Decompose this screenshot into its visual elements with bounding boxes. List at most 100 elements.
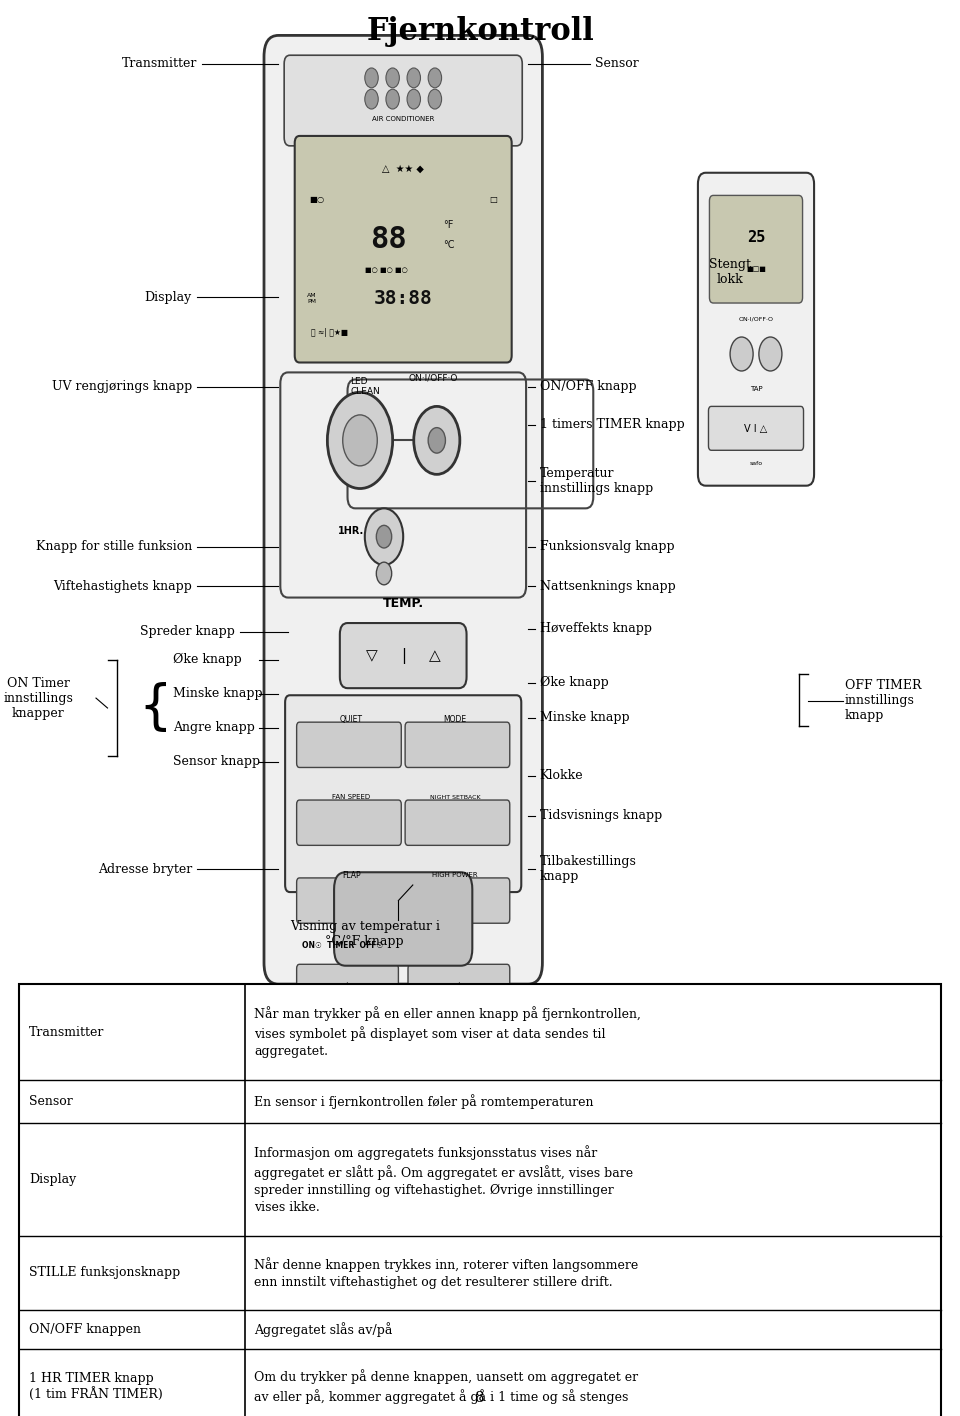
Text: 88: 88 bbox=[371, 225, 407, 253]
Circle shape bbox=[365, 89, 378, 109]
Text: °F: °F bbox=[444, 219, 454, 231]
Text: Viftehastighets knapp: Viftehastighets knapp bbox=[53, 579, 192, 593]
Text: |: | bbox=[400, 647, 406, 664]
Text: HIGH POWER: HIGH POWER bbox=[432, 872, 478, 878]
Text: Transmitter: Transmitter bbox=[121, 57, 197, 71]
Text: TAP: TAP bbox=[750, 387, 762, 392]
Text: ▲: ▲ bbox=[344, 980, 351, 991]
FancyBboxPatch shape bbox=[405, 800, 510, 845]
Circle shape bbox=[369, 1126, 399, 1171]
Circle shape bbox=[412, 1126, 443, 1171]
Text: アドレス▽A  リセット▽: アドレス▽A リセット▽ bbox=[302, 1189, 350, 1195]
Text: Fjernkontroll: Fjernkontroll bbox=[366, 16, 594, 47]
Text: OFF TIMER
innstillings
knapp: OFF TIMER innstillings knapp bbox=[845, 680, 922, 722]
FancyBboxPatch shape bbox=[295, 136, 512, 362]
Text: QUIET: QUIET bbox=[340, 715, 363, 724]
Text: {: { bbox=[138, 683, 173, 733]
Circle shape bbox=[386, 68, 399, 88]
Text: LED
CLEAN: LED CLEAN bbox=[350, 377, 380, 396]
Text: UV rengjørings knapp: UV rengjørings knapp bbox=[52, 379, 192, 394]
Text: CLOCK: CLOCK bbox=[443, 1038, 468, 1046]
Text: FLAP: FLAP bbox=[342, 871, 361, 879]
Text: ON Timer
innstillings
knapper: ON Timer innstillings knapper bbox=[4, 677, 73, 719]
Text: Om du trykker på denne knappen, uansett om aggregatet er
av eller på, kommer agg: Om du trykker på denne knappen, uansett … bbox=[254, 1369, 638, 1403]
Circle shape bbox=[730, 337, 753, 371]
Text: 1 timers TIMER knapp: 1 timers TIMER knapp bbox=[540, 418, 684, 432]
Text: Når man trykker på en eller annen knapp på fjernkontrollen,
vises symbolet på di: Når man trykker på en eller annen knapp … bbox=[254, 1007, 641, 1058]
Text: ON/OFF knapp: ON/OFF knapp bbox=[540, 379, 636, 394]
Text: Sensor: Sensor bbox=[29, 1095, 73, 1109]
FancyBboxPatch shape bbox=[297, 964, 398, 1021]
FancyBboxPatch shape bbox=[340, 623, 467, 688]
Circle shape bbox=[428, 428, 445, 453]
Text: ▽: ▽ bbox=[366, 649, 377, 663]
Text: Display: Display bbox=[29, 1172, 76, 1187]
Circle shape bbox=[376, 562, 392, 585]
Text: CANCEL: CANCEL bbox=[336, 1038, 367, 1046]
Text: ▼: ▼ bbox=[344, 1001, 351, 1012]
Text: Når denne knappen trykkes inn, roterer viften langsommere
enn innstilt viftehast: Når denne knappen trykkes inn, roterer v… bbox=[254, 1257, 638, 1289]
Text: 25: 25 bbox=[747, 231, 765, 245]
Text: Funksionsvalg knapp: Funksionsvalg knapp bbox=[540, 539, 674, 554]
Text: Øke knapp: Øke knapp bbox=[173, 653, 242, 667]
Text: △  ★★ ◆: △ ★★ ◆ bbox=[382, 163, 424, 174]
FancyBboxPatch shape bbox=[334, 872, 472, 966]
Text: SENSOR  T◁F  12H▷24H: SENSOR T◁F 12H▷24H bbox=[302, 1113, 387, 1119]
Text: ON·I/OFF·O: ON·I/OFF·O bbox=[408, 374, 457, 382]
Text: ■○ ■○ ■○: ■○ ■○ ■○ bbox=[365, 268, 408, 273]
Circle shape bbox=[414, 406, 460, 474]
FancyBboxPatch shape bbox=[708, 406, 804, 450]
Text: Temperatur
innstillings knapp: Temperatur innstillings knapp bbox=[540, 467, 653, 496]
Text: ■○: ■○ bbox=[309, 195, 324, 204]
Text: □: □ bbox=[490, 195, 497, 204]
Text: TEMP.: TEMP. bbox=[383, 596, 423, 610]
Circle shape bbox=[365, 68, 378, 88]
Text: V I △: V I △ bbox=[744, 423, 768, 435]
Text: NIGHT SETBACK: NIGHT SETBACK bbox=[430, 794, 480, 800]
FancyBboxPatch shape bbox=[264, 35, 542, 984]
Text: ⓪ ≈| ⓪★■: ⓪ ≈| ⓪★■ bbox=[311, 329, 348, 337]
Text: Knapp for stille funksion: Knapp for stille funksion bbox=[36, 539, 192, 554]
Circle shape bbox=[343, 415, 377, 466]
Text: AIR CONDITIONER: AIR CONDITIONER bbox=[372, 116, 434, 122]
Text: ▼: ▼ bbox=[455, 1001, 463, 1012]
Text: ■□■: ■□■ bbox=[746, 266, 766, 272]
FancyBboxPatch shape bbox=[405, 878, 510, 923]
FancyBboxPatch shape bbox=[285, 695, 521, 892]
Circle shape bbox=[438, 1045, 472, 1096]
Text: Nattsenknings knapp: Nattsenknings knapp bbox=[540, 579, 675, 593]
Text: ON☉  TIMER  OFF☉: ON☉ TIMER OFF☉ bbox=[302, 942, 384, 950]
FancyBboxPatch shape bbox=[408, 964, 510, 1021]
Text: Transmitter: Transmitter bbox=[29, 1025, 105, 1039]
Text: Minske knapp: Minske knapp bbox=[540, 711, 629, 725]
Text: °C: °C bbox=[444, 239, 455, 251]
Text: ON·I/OFF·O: ON·I/OFF·O bbox=[738, 316, 774, 321]
Text: STILLE funksjonsknapp: STILLE funksjonsknapp bbox=[29, 1266, 180, 1280]
FancyBboxPatch shape bbox=[297, 878, 401, 923]
Text: ON/OFF knappen: ON/OFF knappen bbox=[29, 1323, 141, 1337]
Text: 1HR.: 1HR. bbox=[338, 525, 364, 537]
Text: 38:88: 38:88 bbox=[373, 289, 433, 309]
FancyBboxPatch shape bbox=[698, 173, 814, 486]
Circle shape bbox=[376, 525, 392, 548]
FancyBboxPatch shape bbox=[405, 722, 510, 767]
Circle shape bbox=[386, 89, 399, 109]
Text: Display: Display bbox=[145, 290, 192, 304]
Text: AM
PM: AM PM bbox=[307, 293, 317, 304]
Text: Angre knapp: Angre knapp bbox=[173, 721, 254, 735]
Circle shape bbox=[407, 89, 420, 109]
Text: △: △ bbox=[429, 649, 441, 663]
Text: Klokke: Klokke bbox=[540, 769, 583, 783]
FancyBboxPatch shape bbox=[297, 800, 401, 845]
Text: Spreder knapp: Spreder knapp bbox=[140, 624, 235, 639]
Circle shape bbox=[758, 337, 781, 371]
Text: Sensor knapp: Sensor knapp bbox=[173, 755, 260, 769]
Text: FAN SPEED: FAN SPEED bbox=[332, 794, 371, 800]
FancyBboxPatch shape bbox=[298, 1048, 401, 1096]
Circle shape bbox=[365, 508, 403, 565]
Circle shape bbox=[327, 392, 393, 489]
Text: ▲: ▲ bbox=[455, 980, 463, 991]
Text: Stengt
lokk: Stengt lokk bbox=[708, 258, 751, 286]
Text: 1 HR TIMER knapp
(1 tim FRÅN TIMER): 1 HR TIMER knapp (1 tim FRÅN TIMER) bbox=[29, 1372, 162, 1400]
Circle shape bbox=[301, 1126, 332, 1171]
